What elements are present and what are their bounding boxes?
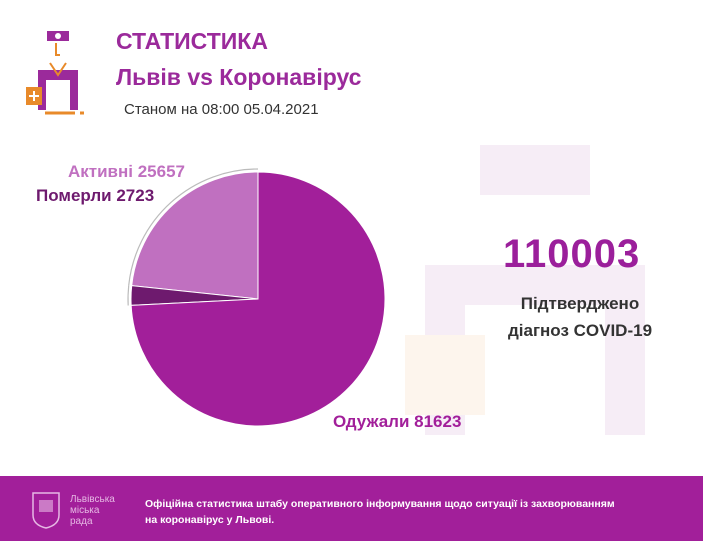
page-title: СТАТИСТИКА bbox=[116, 28, 268, 54]
page-subtitle: Львів vs Коронавірус bbox=[116, 64, 362, 90]
total-confirmed: 110003 bbox=[503, 232, 641, 276]
caption-line-2: діагноз COVID-19 bbox=[507, 321, 653, 340]
pie-slice-0 bbox=[131, 171, 259, 300]
total-caption: Підтверджено діагноз COVID-19 bbox=[480, 290, 680, 344]
footer-text: Офіційна статистика штабу оперативного і… bbox=[145, 498, 615, 526]
date-stamp: Станом на 08:00 05.04.2021 bbox=[124, 101, 319, 118]
slice-bracket-1 bbox=[127, 285, 130, 306]
caption-line-1: Підтверджено bbox=[520, 294, 640, 313]
org-line-1: Львівська bbox=[70, 494, 115, 505]
org-line-2: міська bbox=[70, 505, 100, 516]
doctor-logo-icon bbox=[26, 31, 84, 115]
lviv-coat-of-arms-icon bbox=[32, 492, 60, 529]
slice-bracket-0 bbox=[128, 168, 259, 286]
pie-slice-2 bbox=[130, 171, 386, 427]
doctor-watermark-icon bbox=[405, 145, 645, 435]
label-died: Померли 2723 bbox=[36, 186, 155, 205]
label-recovered: Одужали 81623 bbox=[333, 412, 462, 431]
pie-chart bbox=[127, 168, 386, 427]
org-line-3: рада bbox=[70, 516, 93, 527]
footer-org-name: Львівська міська рада bbox=[70, 494, 120, 527]
footer bbox=[0, 476, 703, 541]
label-active: Активні 25657 bbox=[68, 162, 185, 181]
